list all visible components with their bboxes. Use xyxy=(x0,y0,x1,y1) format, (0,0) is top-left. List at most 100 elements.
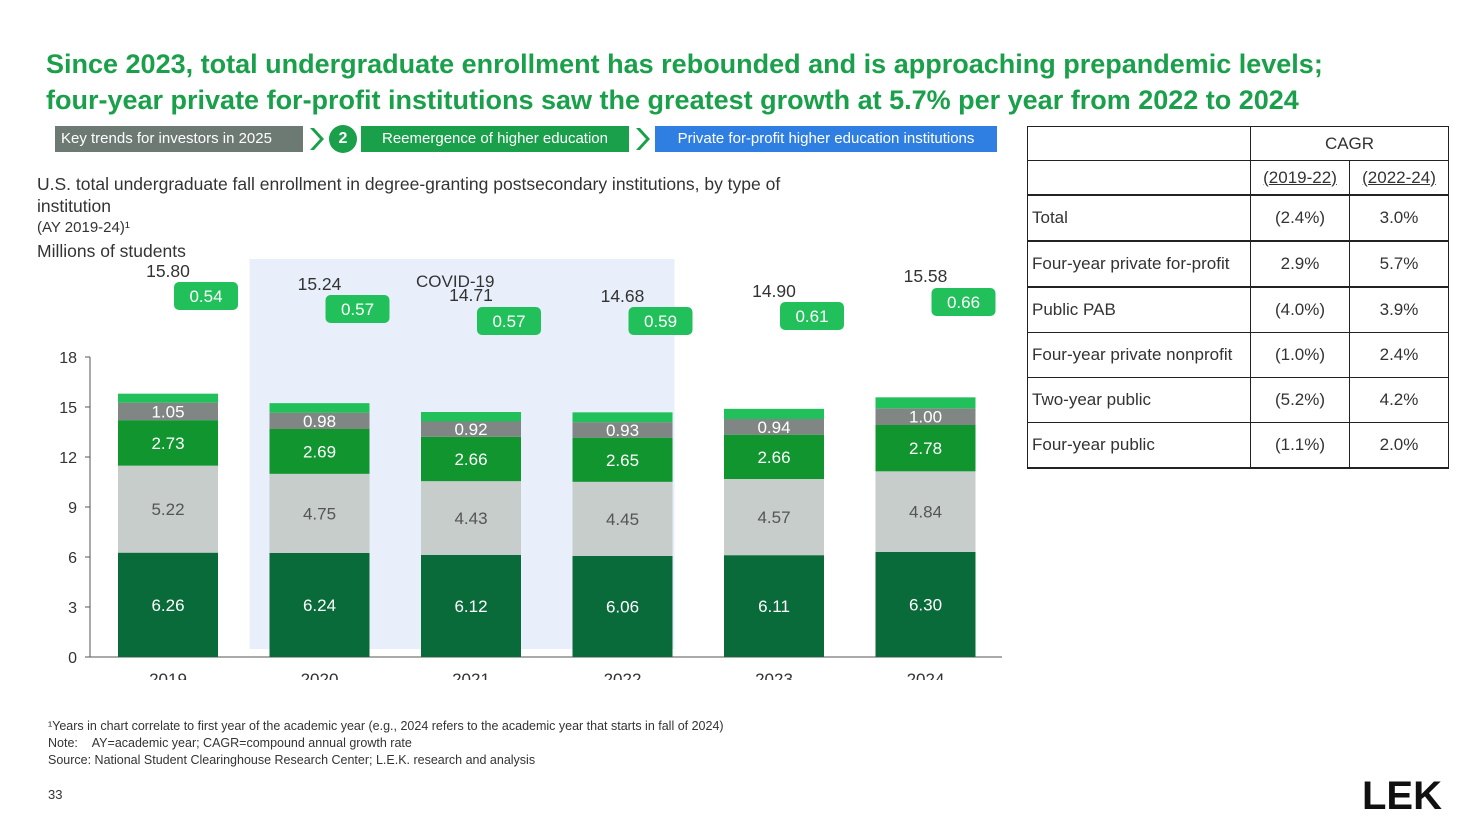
bar-segment xyxy=(269,473,370,553)
bar-segment xyxy=(572,481,673,556)
footnote-source: Source: National Student Clearinghouse R… xyxy=(48,753,536,767)
lek-logo: LEK xyxy=(1362,774,1442,818)
step-number-badge: 2 xyxy=(329,125,357,153)
total-label: 14.90 xyxy=(752,281,796,301)
x-tick-label: 2024 xyxy=(907,670,945,680)
table-cell: (1.1%) xyxy=(1250,422,1350,469)
bar-segment xyxy=(118,402,218,421)
total-label: 15.24 xyxy=(298,274,342,294)
bar-segment xyxy=(118,465,218,553)
bar-segment xyxy=(118,420,218,466)
for-profit-badge-label: 0.59 xyxy=(644,312,677,331)
data-label: 6.11 xyxy=(758,597,790,616)
chart-subtitle-line-1: U.S. total undergraduate fall enrollment… xyxy=(37,174,781,194)
total-label: 14.71 xyxy=(449,285,493,305)
for-profit-badge xyxy=(931,288,996,316)
bar-segment xyxy=(421,421,521,437)
for-profit-badge-label: 0.66 xyxy=(947,293,980,312)
data-label: 0.94 xyxy=(757,418,790,437)
footnote-note: Note: AY=academic year; CAGR=compound an… xyxy=(48,736,412,750)
for-profit-badge-label: 0.57 xyxy=(341,300,374,319)
data-label: 6.24 xyxy=(303,596,336,615)
for-profit-badge xyxy=(780,302,844,330)
chevron-right-icon xyxy=(636,128,650,150)
bar-segment xyxy=(269,403,370,413)
table-cell: 4.2% xyxy=(1349,377,1449,423)
table-cell: 5.7% xyxy=(1349,240,1449,288)
bar-segment xyxy=(118,393,218,403)
bar-segment xyxy=(724,419,824,435)
breadcrumb-item-key-trends[interactable]: Key trends for investors in 2025 xyxy=(55,126,303,152)
bar-segment xyxy=(572,556,673,657)
table-row: Total (2.4%) 3.0% xyxy=(1027,194,1449,242)
data-label: 6.06 xyxy=(606,598,639,617)
table-cell: (5.2%) xyxy=(1250,377,1350,423)
cagr-header: CAGR xyxy=(1250,126,1449,161)
y-tick-label: 12 xyxy=(59,450,77,467)
data-label: 0.93 xyxy=(606,421,639,440)
cagr-table-corner xyxy=(1027,126,1251,161)
breadcrumb-item-reemergence[interactable]: Reemergence of higher education xyxy=(361,126,629,152)
bar-segment xyxy=(269,553,370,657)
bar-segment xyxy=(875,471,976,552)
bar-segment xyxy=(269,429,370,474)
bar-segment xyxy=(118,552,218,657)
table-row: Four-year private nonprofit (1.0%) 2.4% xyxy=(1027,332,1449,378)
data-label: 6.12 xyxy=(454,597,487,616)
y-tick-label: 15 xyxy=(59,400,77,417)
cagr-table-corner-2 xyxy=(1027,160,1251,196)
bar-segment xyxy=(724,408,824,419)
table-row: Four-year private for-profit 2.9% 5.7% xyxy=(1027,240,1449,288)
table-cell: 3.9% xyxy=(1349,286,1449,333)
bar-segment xyxy=(421,555,521,657)
total-label: 15.58 xyxy=(904,266,948,286)
data-label: 0.98 xyxy=(303,412,336,431)
data-label: 2.69 xyxy=(303,442,336,461)
x-tick-label: 2023 xyxy=(755,670,793,680)
breadcrumb-item-for-profit[interactable]: Private for-profit higher education inst… xyxy=(655,126,997,152)
data-label: 2.65 xyxy=(606,451,639,470)
stacked-bar-chart: 0 3 6 9 12 15 18 2019 2020 2021 2022 2023 2024 COVID… xyxy=(59,259,1002,680)
y-tick-label: 0 xyxy=(68,650,77,667)
cagr-period-2: (2022-24) xyxy=(1349,160,1449,196)
table-row: Two-year public (5.2%) 4.2% xyxy=(1027,377,1449,423)
bar-segment xyxy=(875,408,976,425)
data-label: 2.66 xyxy=(454,450,487,469)
for-profit-badge xyxy=(325,295,390,323)
table-row: Four-year public (1.1%) 2.0% xyxy=(1027,422,1449,469)
data-label: 2.78 xyxy=(909,439,942,458)
table-row-label: Two-year public xyxy=(1027,377,1251,423)
table-cell: (4.0%) xyxy=(1250,286,1350,333)
data-label: 0.92 xyxy=(454,420,487,439)
table-row: Public PAB (4.0%) 3.9% xyxy=(1027,286,1449,333)
headline-line-2: four-year private for-profit institution… xyxy=(46,85,1299,115)
breadcrumb: Key trends for investors in 2025 2 Reeme… xyxy=(55,125,997,153)
table-row-label: Four-year public xyxy=(1027,422,1251,469)
chart-unit-label: Millions of students xyxy=(37,241,186,261)
for-profit-badge xyxy=(174,282,238,310)
data-label: 1.00 xyxy=(909,408,942,427)
table-cell: 2.9% xyxy=(1250,240,1350,288)
bar-segment xyxy=(724,479,824,556)
cagr-table: CAGR (2019-22) (2022-24) Total (2.4%) 3.… xyxy=(1027,126,1449,469)
chart-subtitle-line-3: (AY 2019-24)¹ xyxy=(37,219,130,236)
data-label: 6.26 xyxy=(151,596,184,615)
y-tick-label: 3 xyxy=(68,600,77,617)
data-label: 5.22 xyxy=(151,500,184,519)
bar-segment xyxy=(269,412,370,429)
table-cell: 2.0% xyxy=(1349,422,1449,469)
bar-segment xyxy=(421,481,521,555)
table-cell: (1.0%) xyxy=(1250,332,1350,378)
cagr-period-1: (2019-22) xyxy=(1250,160,1350,196)
data-label: 4.84 xyxy=(909,503,942,522)
bar-segment xyxy=(875,425,976,472)
bar-segment xyxy=(724,555,824,657)
table-cell: 3.0% xyxy=(1349,194,1449,242)
data-label: 2.66 xyxy=(757,448,790,467)
table-cell: 2.4% xyxy=(1349,332,1449,378)
chart-subtitle-line-2: institution xyxy=(37,196,111,216)
table-cell: (2.4%) xyxy=(1250,194,1350,242)
footnote-years: ¹Years in chart correlate to first year … xyxy=(48,719,724,733)
data-label: 2.73 xyxy=(151,434,184,453)
bar-segment xyxy=(572,437,673,482)
